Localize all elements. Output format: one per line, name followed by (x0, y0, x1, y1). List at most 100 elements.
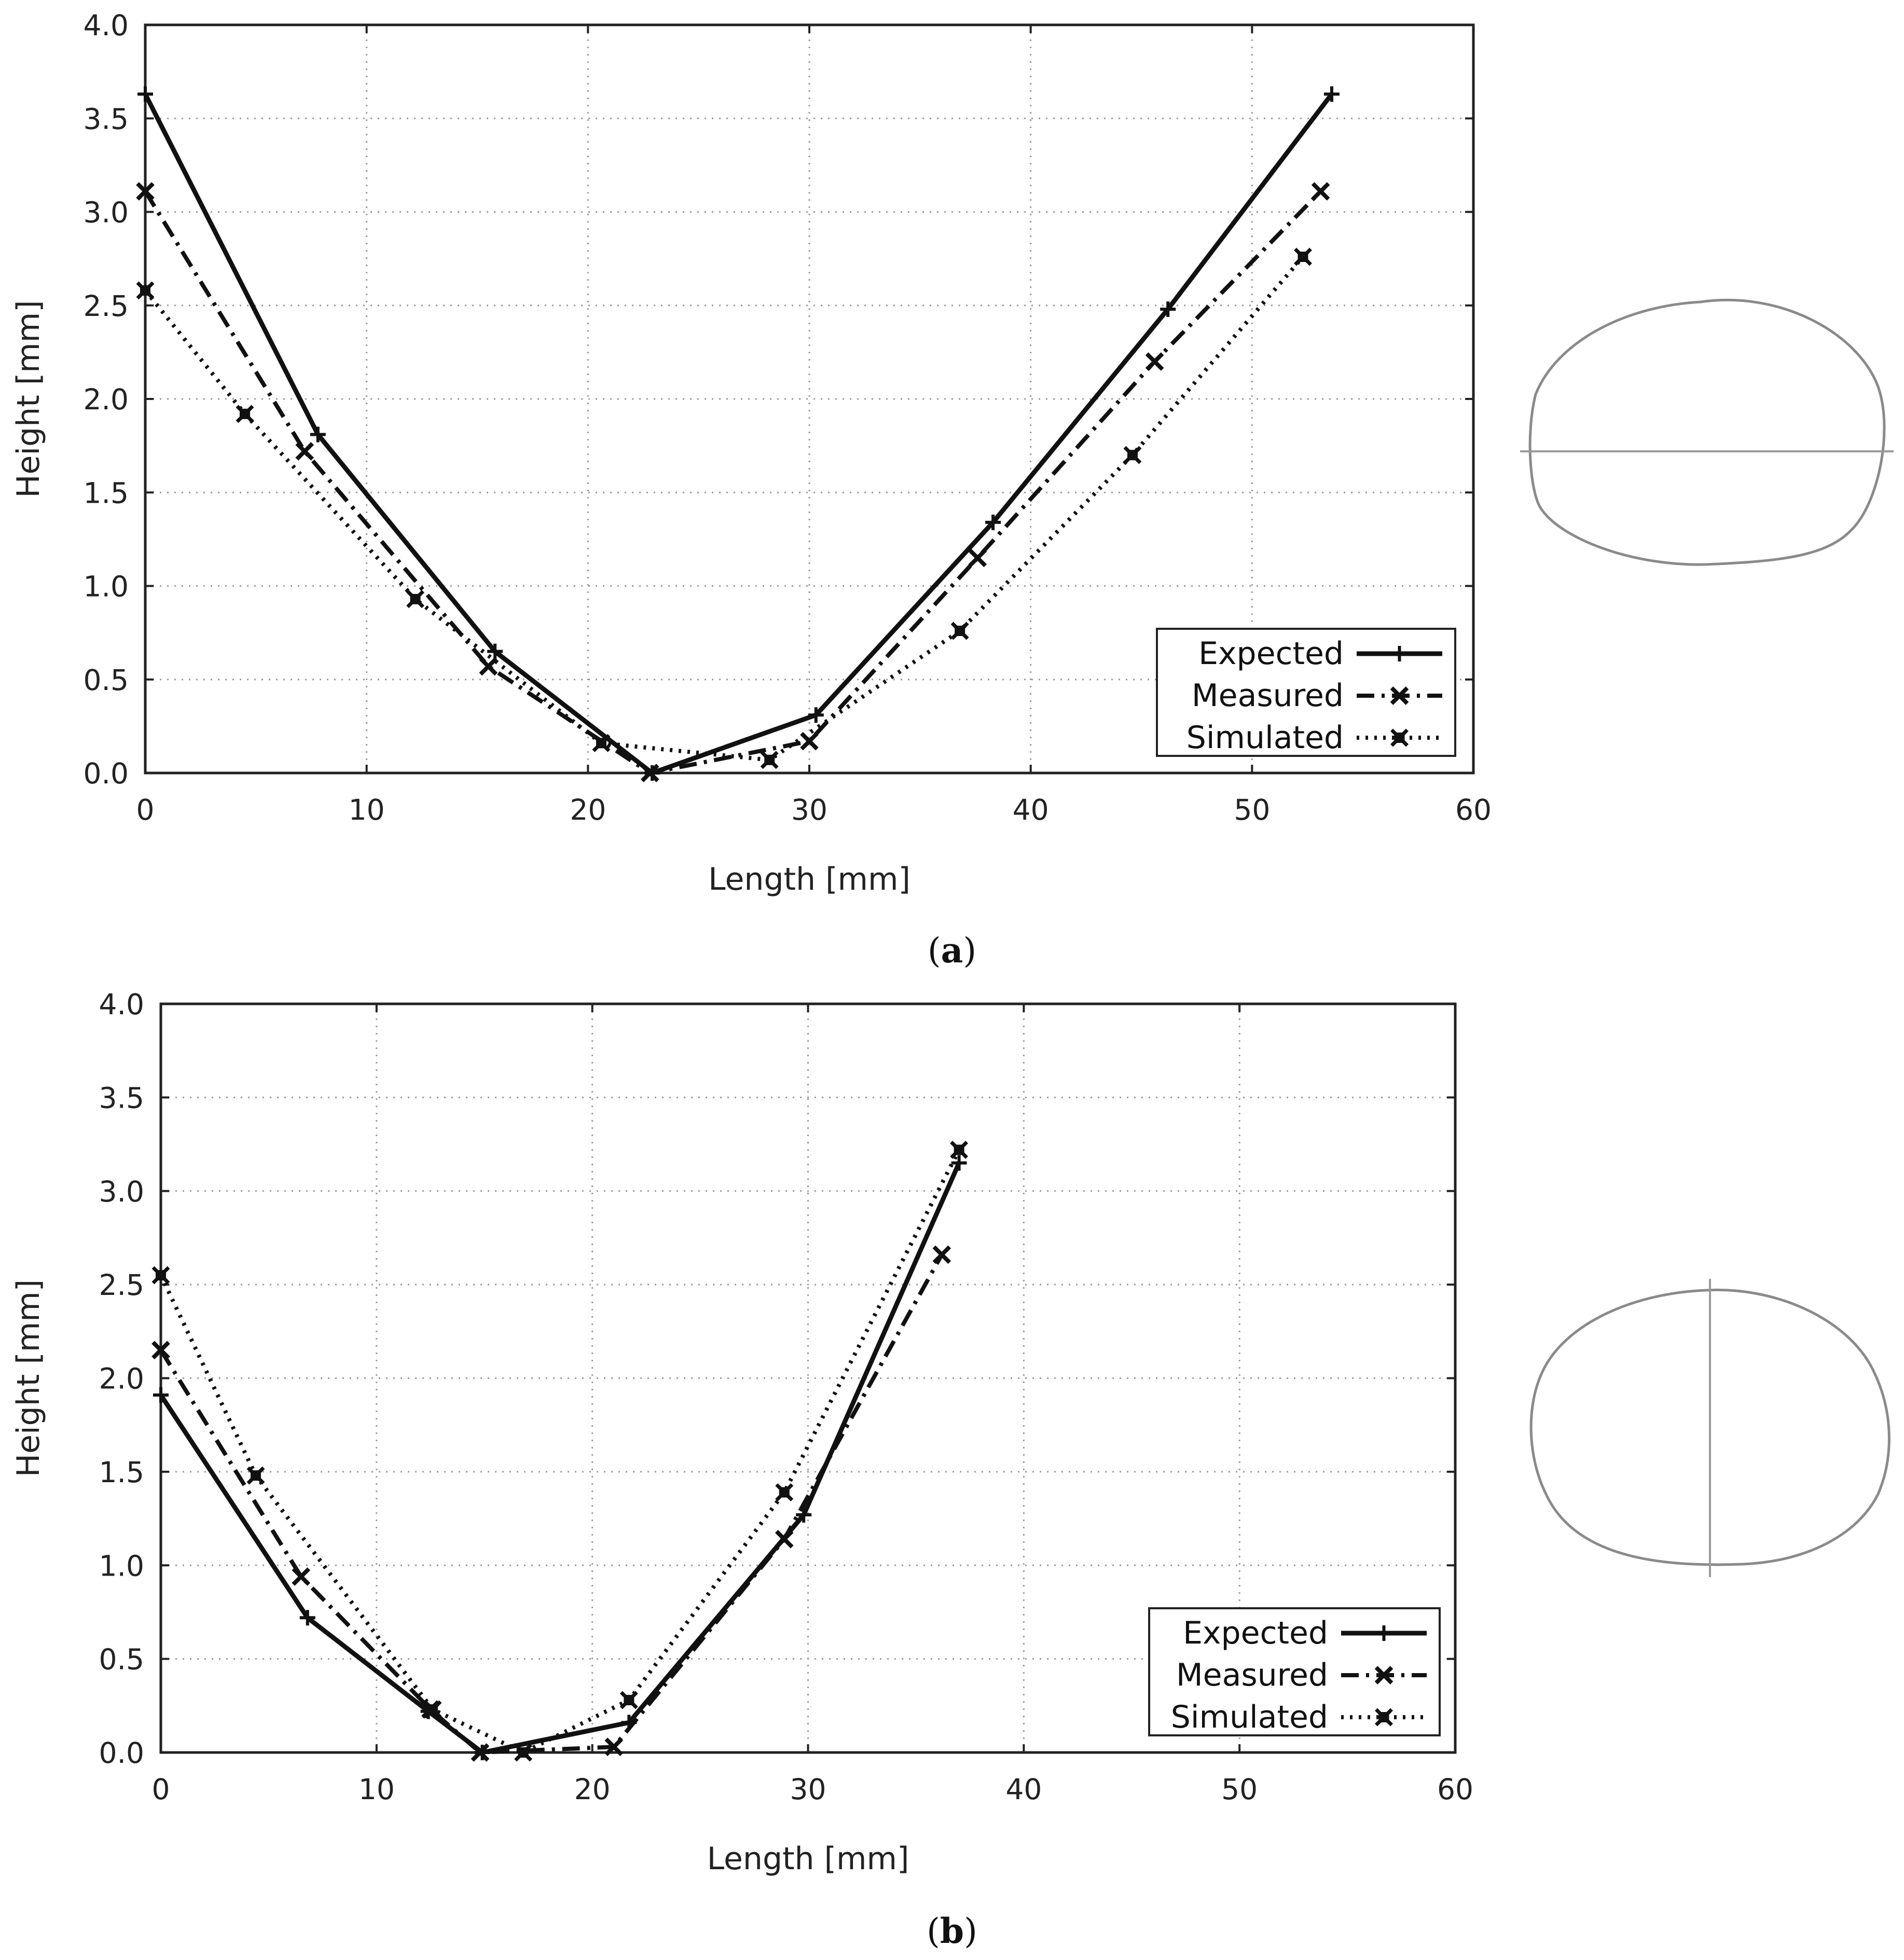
point-simulated-a-7-b (1293, 247, 1312, 266)
point-simulated-b-4-b (619, 1691, 638, 1709)
y-tick-label-b-3: 1.5 (99, 1456, 144, 1489)
cross-section-outline-a (1528, 298, 1886, 566)
legend-marker-measured-b-b (1374, 1666, 1393, 1685)
point-measured-a-3-b (640, 764, 659, 782)
x-tick-label-a-1: 10 (349, 793, 385, 826)
point-simulated-b-1-b (246, 1466, 265, 1485)
series-simulated-a (136, 247, 1312, 769)
point-simulated-a-4-b (760, 751, 779, 769)
point-simulated-b-0-b (151, 1266, 170, 1285)
legend-label-measured-b: Measured (1176, 1657, 1328, 1693)
point-measured-a-5-b (968, 548, 987, 568)
point-simulated-a-3-b (592, 734, 611, 752)
y-tick-label-a-1: 0.5 (84, 664, 129, 697)
series-simulated-b (151, 1140, 969, 1762)
point-measured-b-1-b (292, 1567, 311, 1586)
plot-b: 0 10 20 30 40 50 60 0.0 0.5 1.0 1.5 2.0 2.5 3.0 3.5 4.0… (10, 988, 1473, 1877)
point-simulated-b-6-b (950, 1140, 969, 1159)
caption-a: (a) (928, 930, 976, 971)
series-line-measured-a (143, 190, 1322, 775)
x-axis-label-a: Length [mm] (708, 861, 910, 898)
series-measured-a (136, 182, 1330, 782)
point-measured-a-0-b (136, 182, 155, 201)
point-measured-b-4-b (604, 1737, 624, 1757)
point-measured-a-4-b (800, 731, 819, 751)
legend-label-simulated-b: Simulated (1171, 1699, 1328, 1735)
x-tick-label-b-2: 20 (574, 1773, 611, 1806)
x-tick-label-b-4: 40 (1005, 1773, 1042, 1806)
y-tick-label-b-0: 0.0 (99, 1736, 144, 1770)
legend-label-expected-b: Expected (1183, 1615, 1328, 1651)
y-axis-label-b: Height [mm] (10, 1279, 47, 1477)
legend-marker-simulated-b-b (1375, 1708, 1393, 1727)
y-tick-label-a-7: 3.5 (84, 102, 129, 135)
grid-b (161, 1004, 1455, 1752)
legend-box-b (1148, 1607, 1441, 1736)
x-tick-label-a-6: 60 (1455, 793, 1492, 826)
point-simulated-a-5-b (950, 622, 969, 640)
y-tick-label-b-2: 1.0 (99, 1549, 144, 1582)
x-tick-label-b-3: 30 (790, 1773, 826, 1806)
cross-section-a (1520, 298, 1894, 566)
plot-a: 0 10 20 30 40 50 60 0.0 0.5 1.0 1.5 2.0 2.5 3.0 3.5 4.0… (10, 9, 1492, 898)
y-tick-label-b-4: 2.0 (99, 1362, 144, 1396)
point-measured-a-7-b (1311, 182, 1330, 201)
legend-label-measured-a: Measured (1192, 678, 1344, 714)
x-tick-label-a-5: 50 (1234, 793, 1270, 826)
y-tick-label-b-8: 4.0 (99, 988, 144, 1021)
x-tick-label-b-1: 10 (358, 1773, 395, 1806)
y-tick-label-a-0: 0.0 (84, 757, 129, 790)
y-axis-label-a: Height [mm] (10, 300, 47, 498)
cross-section-b (1529, 1279, 1891, 1577)
x-tick-label-a-0: 0 (136, 793, 155, 826)
x-tick-label-a-4: 40 (1013, 793, 1049, 826)
caption-b-letter: b (940, 1911, 964, 1951)
x-axis-label-b: Length [mm] (707, 1841, 909, 1877)
point-simulated-b-5-b (775, 1483, 794, 1502)
point-measured-b-5-b (775, 1529, 794, 1549)
y-tick-label-a-3: 1.5 (84, 476, 129, 509)
y-tick-label-b-7: 3.5 (99, 1081, 144, 1114)
cross-section-outline-b (1529, 1288, 1891, 1566)
x-tick-label-a-2: 20 (570, 793, 606, 826)
legend-a: Expected Measured Simulated (1156, 628, 1456, 757)
y-tick-label-a-2: 1.0 (84, 570, 129, 603)
point-measured-b-0-b (151, 1341, 170, 1360)
point-simulated-a-2-b (406, 590, 425, 609)
legend-marker-simulated-a-b (1390, 728, 1409, 747)
point-simulated-a-6-b (1123, 446, 1142, 464)
y-tick-label-a-5: 2.5 (84, 289, 129, 323)
point-measured-a-1-b (295, 442, 314, 461)
y-tick-label-b-6: 3.0 (99, 1175, 144, 1208)
point-measured-a-6-b (1145, 352, 1164, 371)
grid-a (145, 25, 1473, 773)
caption-a-letter: a (941, 930, 963, 971)
x-tick-label-a-3: 30 (791, 793, 827, 826)
y-tick-label-a-8: 4.0 (84, 9, 129, 42)
point-simulated-a-1-b (236, 405, 254, 423)
legend-label-expected-a: Expected (1198, 636, 1344, 672)
y-tick-label-b-1: 0.5 (99, 1643, 144, 1676)
caption-b: (b) (927, 1911, 977, 1951)
legend-label-simulated-a: Simulated (1186, 720, 1344, 756)
point-measured-a-2-b (479, 657, 498, 676)
legend-marker-measured-a-b (1390, 686, 1409, 705)
x-tick-label-b-0: 0 (152, 1773, 170, 1806)
series-expected-a (137, 86, 1340, 781)
y-tick-label-a-6: 3.0 (84, 196, 129, 229)
x-tick-label-b-6: 60 (1437, 1773, 1473, 1806)
y-tick-label-b-5: 2.5 (99, 1268, 144, 1302)
x-tick-label-b-5: 50 (1221, 1773, 1258, 1806)
series-line-expected-a (143, 92, 1334, 776)
point-simulated-b-3-b (514, 1743, 533, 1762)
panel-b: 0 10 20 30 40 50 60 0.0 0.5 1.0 1.5 2.0 2.5 3.0 3.5 4.0… (10, 988, 1891, 1951)
panel-a: 0 10 20 30 40 50 60 0.0 0.5 1.0 1.5 2.0 2.5 3.0 3.5 4.0… (10, 9, 1894, 971)
point-simulated-a-0-b (136, 281, 155, 300)
point-measured-b-6-b (932, 1245, 951, 1264)
point-measured-b-3-b (471, 1743, 490, 1762)
y-tick-label-a-4: 2.0 (84, 383, 129, 416)
point-simulated-b-2-b (423, 1700, 442, 1719)
legend-b: Expected Measured Simulated (1148, 1607, 1441, 1736)
